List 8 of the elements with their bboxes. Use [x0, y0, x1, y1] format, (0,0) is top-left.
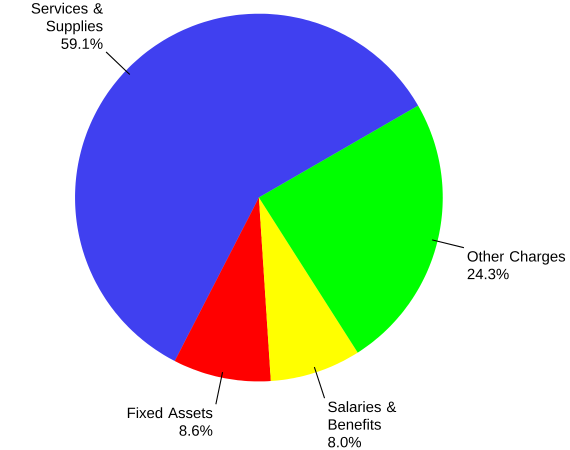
- data-label: 8.0%: [328, 436, 361, 448]
- slice-label: Services & Supplies: [32, 2, 103, 34]
- data-label: 8.6%: [180, 425, 212, 436]
- slice-label: Salaries & Benefits: [328, 401, 396, 430]
- slice-label: Fixed Assets: [128, 407, 212, 418]
- data-label: 59.1%: [61, 38, 103, 49]
- data-label: 24.3%: [468, 268, 509, 280]
- slice-label: Other Charges: [468, 250, 566, 265]
